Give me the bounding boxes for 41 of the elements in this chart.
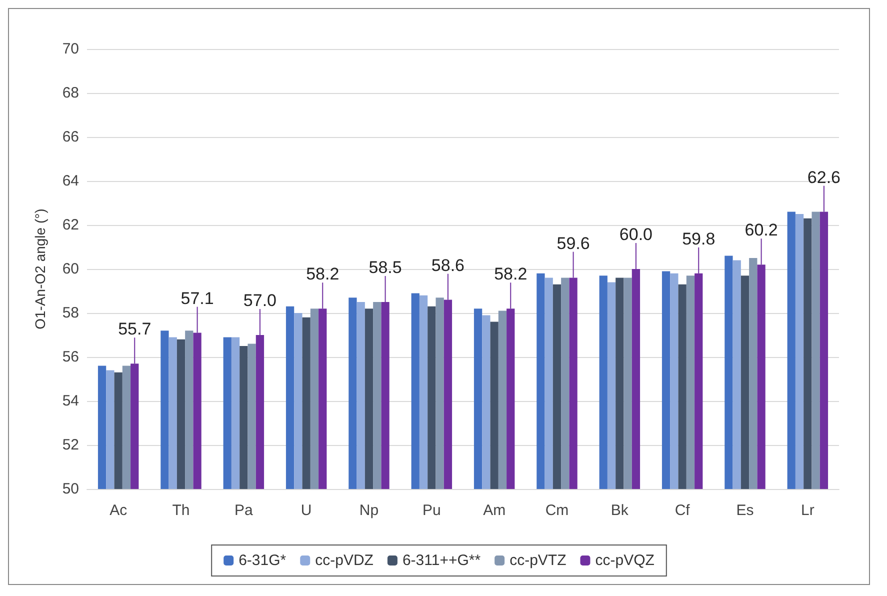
data-label: 62.6 (807, 168, 841, 187)
x-tick-label: Np (359, 502, 379, 519)
data-label: 59.8 (682, 229, 716, 248)
x-tick-label: Pa (234, 502, 254, 519)
data-label: 58.2 (306, 264, 340, 284)
data-label: 60.2 (744, 220, 778, 240)
y-tick-label: 58 (62, 304, 79, 322)
data-label: 57.0 (243, 291, 277, 310)
y-tick-label: 66 (62, 128, 79, 146)
y-tick-label: 52 (62, 436, 79, 454)
y-tick-label: 50 (62, 480, 79, 498)
data-label: 58.6 (431, 256, 465, 275)
y-tick-label: 54 (62, 392, 79, 410)
x-tick-label: Ac (110, 502, 128, 519)
y-tick-label: 64 (62, 172, 79, 190)
x-tick-label: Es (736, 502, 754, 519)
y-axis-title: O1-An-O2 angle (°) (32, 208, 48, 330)
data-label: 57.1 (180, 288, 214, 308)
x-tick-label: U (300, 502, 312, 519)
data-label: 55.7 (118, 320, 152, 339)
y-tick-label: 56 (62, 348, 79, 366)
legend-label: cc-pVDZ (315, 552, 374, 569)
legend-label: 6-31G* (238, 552, 286, 569)
x-tick-label: Cm (545, 502, 569, 519)
y-tick-label: 68 (62, 84, 79, 102)
data-label: 58.5 (368, 258, 402, 277)
x-tick-label: Cf (674, 502, 691, 519)
legend-label: 6-311++G** (402, 552, 481, 569)
legend-label: cc-pVQZ (595, 552, 654, 569)
data-label: 59.6 (556, 234, 590, 253)
x-tick-label: Lr (800, 502, 814, 519)
x-tick-label: Th (172, 502, 190, 519)
y-tick-label: 60 (62, 260, 79, 278)
data-label: 58.2 (494, 264, 528, 284)
data-label: 60.0 (619, 225, 653, 244)
y-tick-label: 70 (62, 40, 79, 58)
legend-label: cc-pVTZ (510, 552, 566, 569)
x-tick-label: Am (483, 502, 506, 519)
x-tick-label: Pu (422, 502, 441, 519)
x-tick-label: Bk (610, 502, 629, 519)
y-tick-label: 62 (62, 216, 79, 234)
